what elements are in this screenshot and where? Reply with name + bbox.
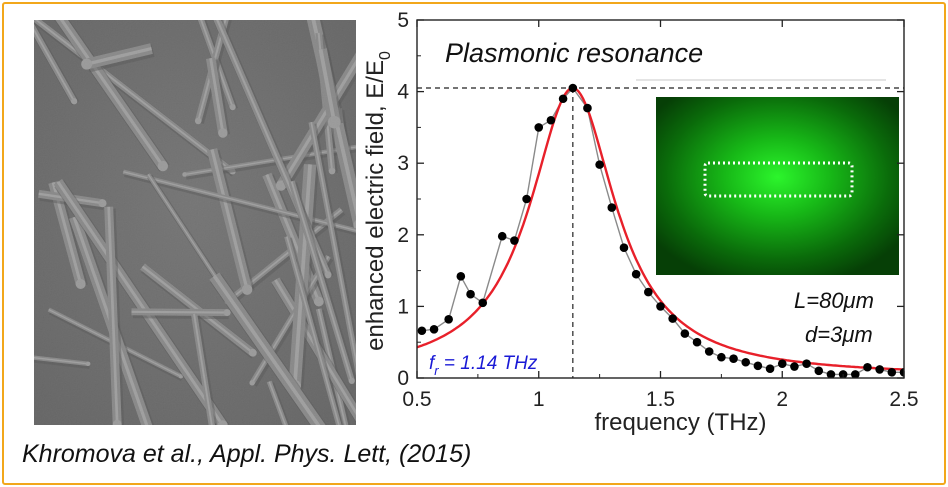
data-point [741,357,751,367]
x-tick-label: 1.5 [646,388,675,411]
lorentzian-fit-curve [417,86,904,371]
data-point [595,160,604,169]
data-point [704,347,714,356]
x-tick-label: 0.5 [402,388,431,411]
data-point [522,194,531,204]
data-point [887,367,897,377]
sem-micrograph-drawing [34,20,356,425]
data-point [777,359,787,368]
data-point [863,362,872,372]
x-tick-label: 2 [776,388,788,411]
x-tick-label: 2.5 [889,388,918,411]
resonance-label: fr = 1.14 THz [429,353,538,378]
data-point [534,123,544,132]
x-axis-label: frequency (THz) [594,409,766,436]
data-point [826,370,836,378]
diameter-parameter: d=3μm [805,322,873,347]
data-point [568,83,578,93]
data-point [583,103,592,113]
title-box [438,27,890,81]
resonance-chart: 0.5 1 1.5 2 2.5 0 1 2 3 4 5 Plasmonic resonance fre… [362,9,919,436]
data-point [607,203,617,212]
y-tick-label: 0 [397,367,409,390]
data-point [729,354,738,363]
citation: Khromova et al., Appl. Phys. Lett, (2015… [22,440,472,468]
data-point [644,287,653,297]
data-point [790,362,799,371]
data-point [466,289,475,299]
inset-field-map [656,97,899,275]
y-tick-label: 3 [397,152,409,175]
length-parameter: L=80μm [794,288,874,313]
data-point [444,314,453,324]
y-tick-label: 2 [397,224,409,247]
data-point [656,302,665,311]
data-point [619,243,629,252]
data-point [510,236,519,245]
data-point [765,364,775,373]
y-tick-label: 4 [397,81,409,104]
data-point [456,272,466,281]
data-point [802,359,811,368]
data-point [851,370,860,378]
sem-micrograph [34,20,356,425]
data-point [478,298,488,308]
data-point [717,352,726,362]
data-point [668,314,677,323]
data-point [814,366,824,376]
data-point [497,231,507,241]
measured-connector-line [421,86,904,376]
chart-title: Plasmonic resonance [445,38,703,68]
data-point [753,361,763,371]
data-point [875,365,884,374]
nanowire-outline [703,161,854,198]
x-tick-label: 1 [533,388,545,411]
data-point [417,326,427,336]
data-point [680,329,690,338]
y-axis-label: enhanced electric field, E/E0 [362,51,394,351]
data-point [899,367,904,377]
data-point [631,269,641,279]
inset-background [656,97,899,275]
data-point [429,325,439,334]
y-tick-label: 1 [397,295,409,318]
data-point [692,337,702,347]
data-point [558,94,568,104]
data-point [546,115,556,125]
y-tick-label: 5 [397,9,409,32]
